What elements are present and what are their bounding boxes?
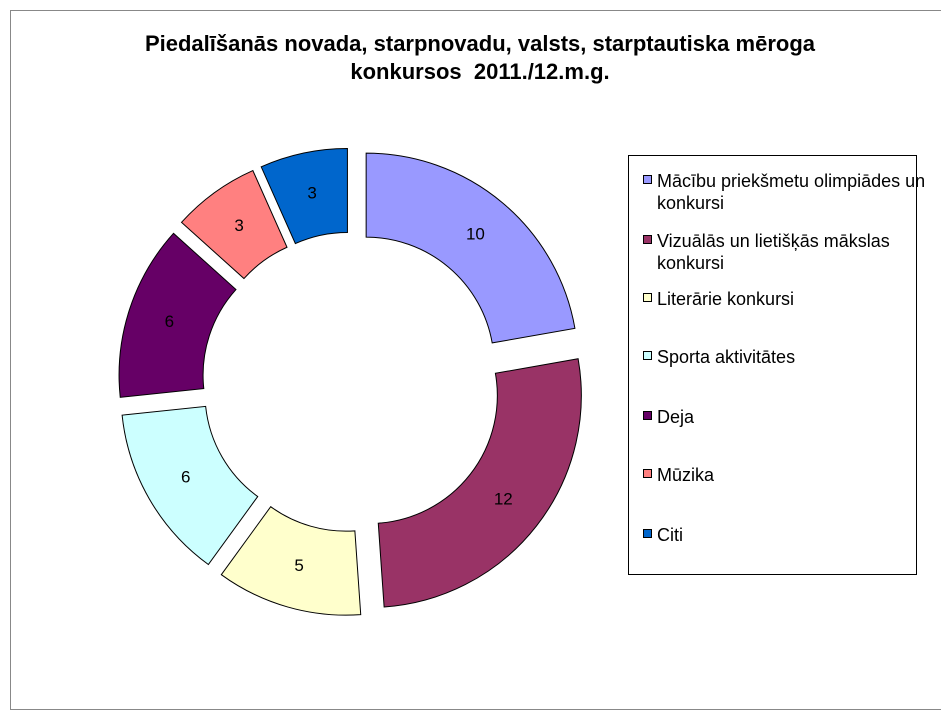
legend-item: Literārie konkursi	[643, 288, 927, 310]
legend-item: Deja	[643, 406, 927, 428]
legend-swatch	[643, 175, 652, 184]
legend-item: Sporta aktivitātes	[643, 346, 927, 368]
legend-item: Mācību priekšmetu olimpiādes un konkursi	[643, 170, 927, 214]
legend-label: Citi	[657, 525, 683, 545]
donut-segment	[118, 232, 237, 398]
legend: Mācību priekšmetu olimpiādes un konkursi…	[628, 155, 925, 575]
legend-label: Literārie konkursi	[657, 289, 795, 309]
legend-swatch	[643, 293, 652, 302]
legend-label: Sporta aktivitātes	[657, 347, 796, 367]
donut-segment	[365, 152, 576, 344]
data-label: 6	[181, 467, 190, 486]
legend-swatch	[643, 411, 652, 420]
page: Piedalīšanās novada, starpnovadu, valsts…	[10, 10, 941, 710]
legend-label: Mācību priekšmetu olimpiādes un konkursi	[657, 171, 926, 213]
data-label: 6	[165, 312, 174, 331]
legend-label: Deja	[657, 407, 695, 427]
donut-segment	[377, 358, 582, 608]
donut-segment	[260, 147, 348, 245]
data-label: 5	[294, 556, 303, 575]
legend-swatch	[643, 351, 652, 360]
legend-item: Vizuālās un lietišķās mākslas konkursi	[643, 230, 927, 274]
legend-label: Vizuālās un lietišķās mākslas konkursi	[657, 231, 890, 273]
legend-item: Citi	[643, 524, 927, 546]
donut-segment	[121, 405, 259, 566]
data-label: 3	[307, 184, 316, 203]
data-label: 12	[494, 490, 513, 509]
legend-swatch	[643, 469, 652, 478]
data-label: 10	[466, 224, 485, 243]
chart-title: Piedalīšanās novada, starpnovadu, valsts…	[144, 31, 822, 84]
legend-item: Mūzika	[643, 464, 927, 486]
data-label: 3	[234, 216, 243, 235]
legend-swatch	[643, 235, 652, 244]
legend-swatch	[643, 529, 652, 538]
chart: 10 12 5 6 6 3 3	[118, 147, 582, 616]
donut-segment	[180, 169, 288, 280]
donut-segment	[220, 506, 362, 616]
legend-label: Mūzika	[657, 465, 715, 485]
